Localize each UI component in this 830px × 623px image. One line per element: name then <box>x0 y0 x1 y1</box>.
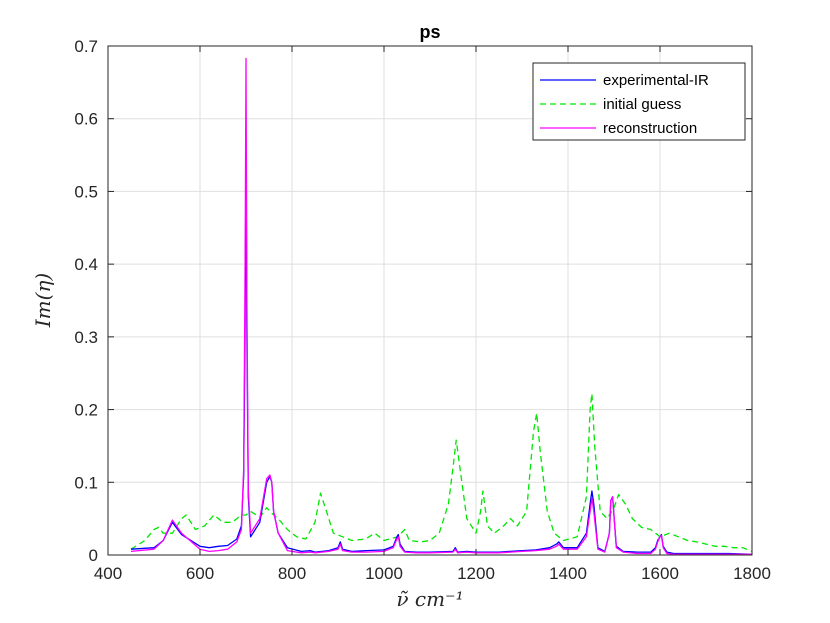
y-tick-label: 0.3 <box>74 328 98 347</box>
legend: experimental-IR initial guess reconstructi… <box>532 62 746 141</box>
series-lines <box>130 57 753 555</box>
axes-box <box>107 45 753 556</box>
y-tick-label: 0.6 <box>74 110 98 129</box>
chart-title: ps <box>419 22 440 42</box>
legend-entry-label: initial guess <box>603 96 681 113</box>
legend-entry-label: reconstruction <box>603 120 697 137</box>
y-tick-label: 0.4 <box>74 255 98 274</box>
x-tick-label: 1800 <box>733 564 771 583</box>
y-tick-label: 0.7 <box>74 37 98 56</box>
tick-labels: 400 600 800 1000 1200 1400 1600 1800 0 0.1 0.2 0.3 0… <box>74 37 771 583</box>
x-tick-label: 600 <box>186 564 214 583</box>
x-tick-label: 800 <box>278 564 306 583</box>
y-tick-label: 0 <box>89 546 98 565</box>
x-axis-label: ν̃ cm⁻¹ <box>396 587 463 611</box>
ticks <box>107 45 753 556</box>
x-tick-label: 1400 <box>549 564 587 583</box>
y-tick-label: 0.1 <box>74 473 98 492</box>
y-tick-label: 0.2 <box>74 401 98 420</box>
series-line-initial-guess <box>130 392 753 553</box>
series-line-reconstruction <box>130 57 752 555</box>
x-tick-label: 1600 <box>641 564 679 583</box>
legend-box <box>532 62 746 141</box>
y-axis-label: Im(η) <box>31 273 55 328</box>
y-tick-label: 0.5 <box>74 182 98 201</box>
x-tick-label: 1000 <box>365 564 403 583</box>
x-tick-label: 400 <box>94 564 122 583</box>
x-tick-label: 1200 <box>457 564 495 583</box>
legend-entry-label: experimental-IR <box>603 72 709 89</box>
